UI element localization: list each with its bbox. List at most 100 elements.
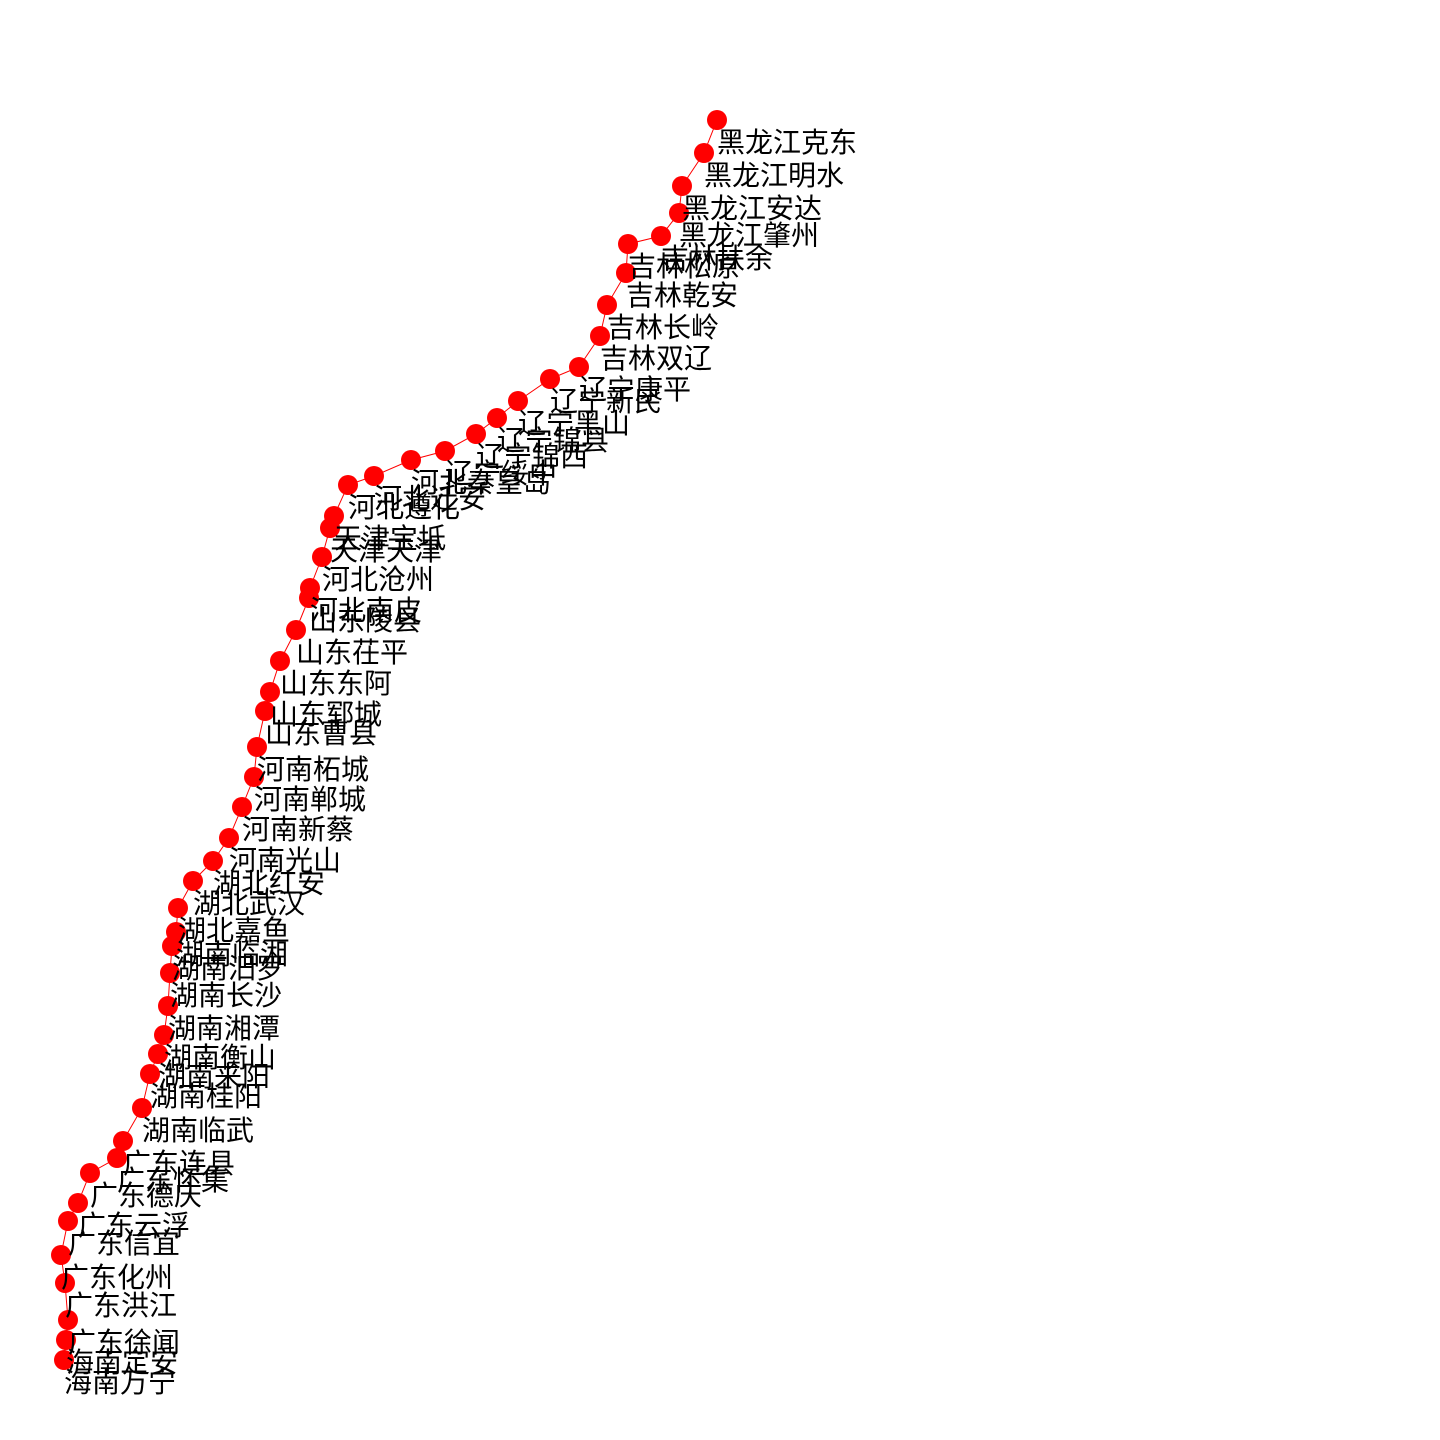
station-label: 湖南长沙 bbox=[170, 979, 282, 1012]
station-node bbox=[55, 1273, 75, 1293]
station-label: 河北南皮 bbox=[310, 594, 422, 627]
station-label: 湖南临湘 bbox=[176, 938, 288, 971]
station-node bbox=[140, 1064, 160, 1084]
station-label: 海南万宁 bbox=[64, 1366, 176, 1399]
station-node bbox=[183, 871, 203, 891]
station-label: 湖南汨罗 bbox=[172, 952, 284, 985]
station-label: 黑龙江明水 bbox=[704, 159, 844, 192]
station-label: 河北沧州 bbox=[322, 563, 434, 596]
station-label: 辽宁康平 bbox=[579, 373, 691, 406]
station-label: 湖南桂阳 bbox=[150, 1080, 262, 1113]
station-node bbox=[219, 828, 239, 848]
station-label: 广东信宜 bbox=[68, 1227, 180, 1260]
station-label: 山东茌平 bbox=[296, 636, 408, 669]
station-label: 湖北红安 bbox=[213, 867, 325, 900]
station-node bbox=[672, 176, 692, 196]
station-node bbox=[162, 936, 182, 956]
station-label: 山东东阿 bbox=[280, 667, 392, 700]
station-node bbox=[54, 1350, 74, 1370]
station-node bbox=[312, 547, 332, 567]
station-node bbox=[435, 441, 455, 461]
station-node bbox=[597, 295, 617, 315]
station-node bbox=[508, 391, 528, 411]
station-label: 湖南临武 bbox=[142, 1114, 254, 1147]
station-label: 山东曹县 bbox=[265, 717, 377, 750]
station-node bbox=[58, 1310, 78, 1330]
station-label: 河北迁安 bbox=[374, 482, 486, 515]
station-label: 黑龙江克东 bbox=[717, 126, 857, 159]
station-node bbox=[569, 357, 589, 377]
station-label: 广东连县 bbox=[123, 1147, 235, 1180]
station-node bbox=[168, 898, 188, 918]
station-node bbox=[154, 1025, 174, 1045]
station-node bbox=[260, 682, 280, 702]
station-node bbox=[338, 475, 358, 495]
station-node bbox=[364, 466, 384, 486]
station-label: 辽宁锦西 bbox=[476, 440, 588, 473]
station-node bbox=[590, 326, 610, 346]
station-node bbox=[244, 767, 264, 787]
station-node bbox=[255, 701, 275, 721]
station-label: 广东洪江 bbox=[65, 1289, 177, 1322]
station-label: 海南定安 bbox=[66, 1346, 178, 1379]
station-node bbox=[58, 1211, 78, 1231]
station-label: 湖南湘潭 bbox=[168, 1012, 280, 1045]
station-labels: 黑龙江克东黑龙江明水黑龙江安达黑龙江肇州吉林扶余吉林松原吉林乾安吉林长岭吉林双辽… bbox=[61, 126, 857, 1399]
station-node bbox=[466, 424, 486, 444]
station-node bbox=[247, 737, 267, 757]
station-label: 辽宁锦县 bbox=[497, 424, 609, 457]
station-node bbox=[160, 963, 180, 983]
station-node bbox=[132, 1098, 152, 1118]
station-node bbox=[669, 203, 689, 223]
station-node bbox=[694, 143, 714, 163]
station-node bbox=[320, 518, 340, 538]
station-label: 湖北嘉鱼 bbox=[178, 914, 290, 947]
station-label: 天津天津 bbox=[330, 534, 442, 567]
station-node bbox=[80, 1163, 100, 1183]
station-nodes bbox=[51, 110, 727, 1370]
station-label: 辽宁黑山 bbox=[518, 407, 630, 440]
station-label: 河南新蔡 bbox=[242, 813, 354, 846]
station-node bbox=[56, 1330, 76, 1350]
station-label: 湖北武汉 bbox=[193, 887, 305, 920]
station-label: 河南光山 bbox=[229, 844, 341, 877]
station-label: 河北秦皇岛 bbox=[411, 466, 551, 499]
station-node bbox=[51, 1245, 71, 1265]
station-label: 湖南衡山 bbox=[164, 1041, 276, 1074]
station-node bbox=[286, 620, 306, 640]
station-node bbox=[232, 797, 252, 817]
station-label: 吉林长岭 bbox=[607, 311, 719, 344]
station-label: 吉林松原 bbox=[628, 250, 740, 283]
station-label: 黑龙江肇州 bbox=[679, 219, 819, 252]
station-node bbox=[401, 450, 421, 470]
station-node bbox=[270, 651, 290, 671]
station-label: 吉林扶余 bbox=[661, 242, 773, 275]
station-label: 广东德庆 bbox=[90, 1179, 202, 1212]
station-node bbox=[487, 408, 507, 428]
station-node bbox=[707, 110, 727, 130]
station-node bbox=[107, 1148, 127, 1168]
station-node bbox=[299, 588, 319, 608]
station-label: 广东云浮 bbox=[78, 1209, 190, 1242]
station-label: 广东化州 bbox=[61, 1261, 173, 1294]
station-label: 广东徐闻 bbox=[68, 1326, 180, 1359]
station-node bbox=[158, 996, 178, 1016]
station-node bbox=[68, 1193, 88, 1213]
station-node bbox=[203, 851, 223, 871]
station-label: 河北遵化 bbox=[348, 491, 460, 524]
station-label: 河南柘城 bbox=[257, 753, 369, 786]
station-node bbox=[618, 234, 638, 254]
station-label: 山东陵县 bbox=[309, 604, 421, 637]
station-label: 黑龙江安达 bbox=[682, 192, 822, 225]
station-label: 河南郸城 bbox=[254, 783, 366, 816]
station-label: 辽宁新民 bbox=[550, 385, 662, 418]
station-label: 山东郓城 bbox=[270, 698, 382, 731]
station-node bbox=[113, 1131, 133, 1151]
station-label: 辽宁绥中 bbox=[445, 457, 557, 490]
station-label: 吉林乾安 bbox=[626, 279, 738, 312]
station-node bbox=[651, 226, 671, 246]
station-label: 天津宝坻 bbox=[334, 522, 446, 555]
station-label: 广东怀集 bbox=[117, 1164, 229, 1197]
station-node bbox=[540, 369, 560, 389]
